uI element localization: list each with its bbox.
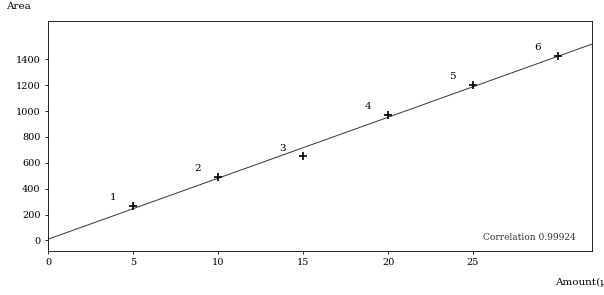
- Text: 3: 3: [280, 143, 286, 153]
- Text: 6: 6: [535, 43, 541, 52]
- Text: 2: 2: [194, 164, 201, 173]
- Text: Correlation 0.99924: Correlation 0.99924: [483, 232, 576, 242]
- Text: 1: 1: [109, 193, 116, 201]
- Text: 5: 5: [449, 72, 456, 81]
- Text: 4: 4: [364, 102, 371, 111]
- X-axis label: Amount(μg/L): Amount(μg/L): [555, 278, 604, 288]
- Y-axis label: Area: Area: [6, 2, 31, 12]
